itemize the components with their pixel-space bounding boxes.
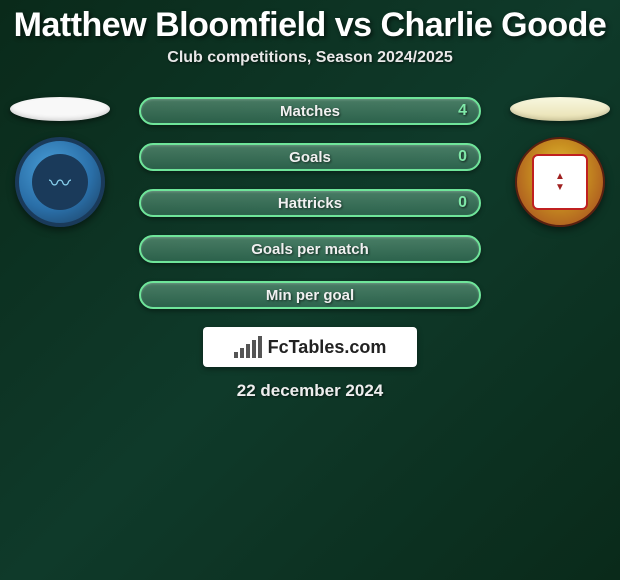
stat-right-value: 0 xyxy=(458,148,467,166)
swan-icon: 〰 xyxy=(32,154,88,210)
stat-bar-hattricks: Hattricks 0 xyxy=(139,189,481,217)
right-club-crest: ▲▼ xyxy=(515,137,605,227)
right-player-photo-placeholder xyxy=(510,97,610,121)
page-title: Matthew Bloomfield vs Charlie Goode xyxy=(0,0,620,49)
stat-bar-min-per-goal: Min per goal xyxy=(139,281,481,309)
snapshot-date: 22 december 2024 xyxy=(0,381,620,401)
right-player-column: ▲▼ xyxy=(500,97,620,227)
left-player-column: 〰 xyxy=(0,97,120,227)
bar-chart-icon xyxy=(234,336,262,358)
left-club-crest: 〰 xyxy=(15,137,105,227)
stat-label: Goals xyxy=(289,149,331,166)
stat-right-value: 4 xyxy=(458,102,467,120)
subtitle: Club competitions, Season 2024/2025 xyxy=(0,49,620,67)
comparison-content: 〰 ▲▼ Matches 4 Goals 0 Hattricks 0 Goals… xyxy=(0,97,620,401)
stat-label: Min per goal xyxy=(266,287,354,304)
stat-label: Hattricks xyxy=(278,195,342,212)
stat-bars: Matches 4 Goals 0 Hattricks 0 Goals per … xyxy=(139,97,481,309)
shield-icon: ▲▼ xyxy=(532,154,588,210)
left-player-photo-placeholder xyxy=(10,97,110,121)
stat-bar-goals: Goals 0 xyxy=(139,143,481,171)
stat-bar-matches: Matches 4 xyxy=(139,97,481,125)
stat-bar-goals-per-match: Goals per match xyxy=(139,235,481,263)
source-logo: FcTables.com xyxy=(203,327,417,367)
stat-label: Goals per match xyxy=(251,241,369,258)
stat-right-value: 0 xyxy=(458,194,467,212)
source-logo-text: FcTables.com xyxy=(268,337,387,358)
stat-label: Matches xyxy=(280,103,340,120)
